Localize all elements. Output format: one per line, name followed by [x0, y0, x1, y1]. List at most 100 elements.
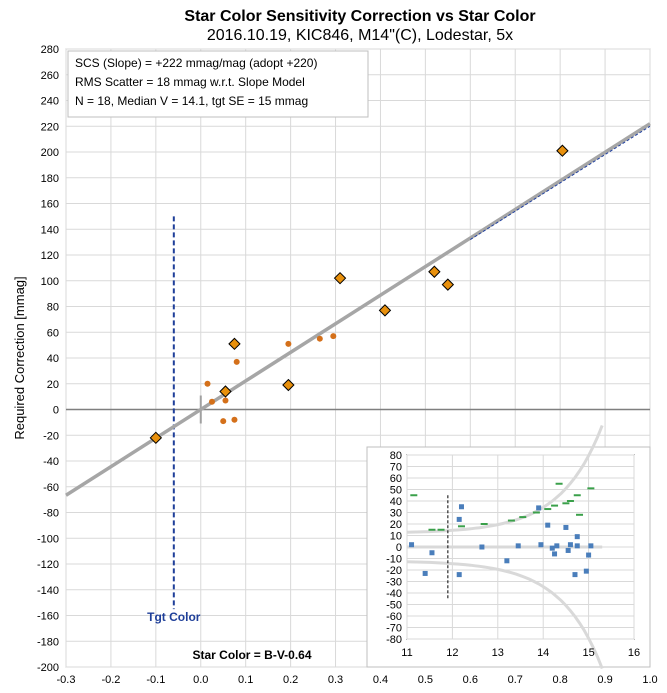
y-tick-label: -20	[43, 430, 59, 442]
inset-square-point	[422, 570, 428, 576]
inset-square-point	[538, 542, 544, 548]
y-tick-label: 80	[47, 302, 59, 314]
inset-y-tick-label: -20	[386, 565, 402, 577]
y-tick-label: 220	[41, 121, 59, 133]
inset-square-point	[563, 524, 569, 530]
y-tick-label: -80	[43, 508, 59, 520]
diamond-point	[556, 144, 569, 157]
x-tick-label: 0.1	[238, 674, 253, 686]
inset-square-point	[588, 543, 594, 549]
inset-y-tick-label: -80	[386, 634, 402, 646]
inset-square-point	[545, 522, 551, 528]
y-tick-label: -100	[37, 533, 59, 545]
inset-y-tick-label: 30	[390, 508, 402, 520]
inset-y-tick-label: -40	[386, 588, 402, 600]
diamond-point	[378, 304, 392, 317]
x-tick-label: 0.3	[328, 674, 343, 686]
y-tick-label: 20	[47, 379, 59, 391]
dot-point	[231, 416, 238, 423]
stats-annotation-box	[67, 50, 369, 118]
dot-point	[285, 340, 292, 347]
y-tick-label: -40	[43, 456, 59, 468]
main-data-points	[149, 144, 569, 445]
inset-square-point	[549, 545, 555, 551]
annotation-slope: SCS (Slope) = +222 mmag/mag (adopt +220)	[75, 56, 317, 70]
diamond-point	[282, 378, 295, 392]
inset-x-tick-label: 12	[446, 647, 458, 659]
inset-y-tick-label: 60	[390, 473, 402, 485]
inset-square-point	[554, 543, 560, 549]
inset-square-point	[583, 568, 589, 574]
inset-x-tick-label: 13	[492, 647, 504, 659]
y-tick-label: 260	[41, 70, 59, 82]
x-axis-label: Star Color = B-V-0.64	[192, 648, 311, 662]
y-tick-label: -180	[37, 636, 59, 648]
dot-point	[233, 358, 240, 365]
main-y-tick-labels: -200-180-160-140-120-100-80-60-40-200204…	[37, 44, 59, 674]
y-tick-label: 140	[41, 224, 59, 236]
x-tick-label: -0.1	[146, 674, 165, 686]
x-tick-label: -0.2	[101, 674, 120, 686]
y-tick-label: 280	[41, 44, 59, 56]
dot-point	[209, 398, 215, 405]
inset-square-point	[536, 505, 542, 511]
y-tick-label: 240	[41, 96, 59, 108]
x-tick-label: 0.4	[373, 674, 388, 686]
main-x-tick-labels: -0.3 -0.2 -0.1 0.0 0.1 0.2 0.3 0.4 0.5 0.6 0.7 0.8 0…	[57, 674, 658, 686]
inset-y-tick-label: -10	[386, 554, 402, 566]
inset-square-point	[429, 550, 435, 556]
y-tick-label: 120	[41, 250, 59, 262]
diamond-point	[428, 265, 441, 278]
adopted-slope-line	[470, 125, 651, 240]
inset-x-tick-labels: 11 12 13 14 15 16	[401, 647, 640, 659]
x-tick-label: -0.3	[57, 674, 76, 686]
inset-x-tick-label: 11	[401, 647, 412, 659]
diamond-point	[219, 385, 232, 398]
y-tick-label: -160	[37, 611, 59, 623]
target-color-label: Tgt Color	[147, 610, 201, 624]
dot-point	[222, 397, 229, 404]
chart-subtitle: 2016.10.19, KIC846, M14"(C), Lodestar, 5…	[207, 27, 513, 44]
inset-data-points	[409, 482, 595, 578]
y-tick-label: 160	[41, 199, 59, 211]
x-tick-label: 1.0	[642, 674, 657, 686]
dot-point	[330, 333, 337, 340]
inset-lower-envelope	[406, 560, 604, 670]
x-tick-label: 0.6	[463, 674, 478, 686]
y-tick-label: 100	[41, 276, 59, 288]
inset-square-point	[572, 572, 578, 578]
inset-y-tick-label: 80	[390, 450, 402, 462]
x-tick-label: 0.8	[553, 674, 568, 686]
dot-point	[316, 335, 323, 342]
inset-x-tick-label: 15	[582, 647, 594, 659]
inset-y-tick-label: 0	[396, 542, 402, 554]
inset-square-point	[574, 543, 580, 549]
annotation-n-median: N = 18, Median V = 14.1, tgt SE = 15 mma…	[75, 94, 308, 108]
diamond-point	[333, 271, 347, 285]
inset-square-point	[567, 542, 573, 548]
y-axis-label: Required Correction [mmag]	[12, 276, 27, 439]
inset-x-tick-label: 16	[628, 647, 640, 659]
y-tick-label: 0	[53, 405, 59, 417]
x-tick-label: 0.9	[597, 674, 612, 686]
inset-y-tick-label: 20	[390, 519, 402, 531]
diamond-point	[228, 337, 241, 351]
main-gridlines	[65, 48, 651, 668]
y-tick-label: 40	[47, 353, 59, 365]
diamond-point	[441, 278, 455, 291]
y-tick-label: -60	[43, 482, 59, 494]
inset-y-tick-label: 40	[390, 496, 402, 508]
inset-x-tick-label: 14	[537, 647, 549, 659]
inset-square-point	[565, 547, 571, 553]
inset-square-point	[552, 551, 558, 557]
inset-square-point	[504, 558, 510, 564]
diamond-point	[149, 431, 163, 445]
inset-y-tick-labels: -80-70-60-50-40-30-20-100102030405060708…	[386, 450, 402, 646]
y-tick-label: -200	[37, 662, 59, 674]
inset-square-point	[479, 544, 485, 550]
y-tick-label: 180	[41, 173, 59, 185]
inset-y-tick-label: -50	[386, 600, 402, 612]
inset-square-point	[515, 543, 521, 549]
dot-point	[220, 418, 227, 425]
